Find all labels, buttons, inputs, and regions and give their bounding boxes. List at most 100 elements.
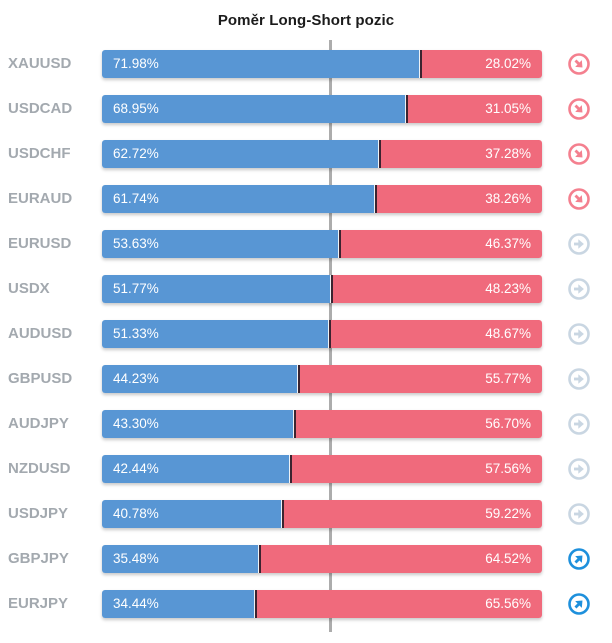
segment-gap: [292, 409, 294, 438]
long-short-bar: 40.78% 59.22%: [102, 499, 542, 528]
pair-label: EURAUD: [8, 190, 73, 207]
segment-gap: [327, 319, 329, 348]
long-segment: 40.78%: [102, 499, 282, 528]
pair-row: NZDUSD 42.44% 57.56%: [0, 446, 612, 491]
short-segment: 48.67%: [330, 319, 542, 348]
segment-divider: [338, 229, 341, 258]
long-value: 34.44%: [113, 596, 159, 611]
pair-label: AUDJPY: [8, 415, 69, 432]
long-value: 51.33%: [113, 326, 159, 341]
segment-gap: [405, 94, 407, 123]
long-short-bar: 35.48% 64.52%: [102, 544, 542, 573]
long-value: 44.23%: [113, 371, 159, 386]
pair-row: XAUUSD 71.98% 28.02%: [0, 41, 612, 86]
pair-row: EURJPY 34.44% 65.56%: [0, 581, 612, 626]
short-value: 57.56%: [485, 461, 531, 476]
short-segment: 64.52%: [261, 544, 542, 573]
segment-gap: [288, 454, 290, 483]
long-segment: 35.48%: [102, 544, 259, 573]
segment-divider: [254, 589, 257, 618]
pair-label: AUDUSD: [8, 325, 73, 342]
long-segment: 44.23%: [102, 364, 297, 393]
trend-arrow: [574, 103, 583, 112]
segment-divider: [330, 274, 333, 303]
long-segment: 42.44%: [102, 454, 289, 483]
short-segment: 37.28%: [380, 139, 542, 168]
pair-label: EURUSD: [8, 235, 72, 252]
long-short-bar: 42.44% 57.56%: [102, 454, 542, 483]
trend-up-icon: [567, 592, 591, 616]
long-segment: 51.77%: [102, 274, 330, 303]
long-segment: 43.30%: [102, 409, 293, 438]
trend-arrow: [574, 373, 584, 384]
long-value: 35.48%: [113, 551, 159, 566]
short-segment: 65.56%: [256, 589, 542, 618]
short-segment: 28.02%: [421, 49, 542, 78]
pair-label: NZDUSD: [8, 460, 71, 477]
pair-row: USDCAD 68.95% 31.05%: [0, 86, 612, 131]
segment-divider: [374, 184, 377, 213]
pair-row: GBPUSD 44.23% 55.77%: [0, 356, 612, 401]
long-short-bar: 68.95% 31.05%: [102, 94, 542, 123]
segment-divider: [289, 454, 292, 483]
long-segment: 34.44%: [102, 589, 254, 618]
long-value: 43.30%: [113, 416, 159, 431]
pair-label: USDJPY: [8, 505, 69, 522]
pair-label: GBPJPY: [8, 550, 69, 567]
short-value: 48.67%: [485, 326, 531, 341]
short-segment: 55.77%: [299, 364, 542, 393]
short-value: 31.05%: [485, 101, 531, 116]
long-value: 40.78%: [113, 506, 159, 521]
segment-gap: [253, 589, 255, 618]
short-value: 56.70%: [485, 416, 531, 431]
short-segment: 38.26%: [376, 184, 542, 213]
trend-arrow: [574, 328, 584, 339]
pair-row: AUDUSD 51.33% 48.67%: [0, 311, 612, 356]
short-value: 46.37%: [485, 236, 531, 251]
trend-flat-icon: [567, 367, 591, 391]
trend-arrow: [574, 600, 583, 609]
short-value: 28.02%: [485, 56, 531, 71]
short-segment: 46.37%: [340, 229, 542, 258]
long-short-bar: 71.98% 28.02%: [102, 49, 542, 78]
trend-arrow: [574, 193, 583, 202]
short-value: 37.28%: [485, 146, 531, 161]
trend-arrow: [574, 283, 584, 294]
long-value: 51.77%: [113, 281, 159, 296]
trend-arrow: [574, 508, 584, 519]
long-short-bar: 51.77% 48.23%: [102, 274, 542, 303]
trend-arrow: [574, 238, 584, 249]
long-short-bar: 44.23% 55.77%: [102, 364, 542, 393]
long-short-bar: 61.74% 38.26%: [102, 184, 542, 213]
segment-divider: [406, 94, 409, 123]
long-short-bar: 53.63% 46.37%: [102, 229, 542, 258]
trend-down-icon: [567, 187, 591, 211]
segment-gap: [329, 274, 331, 303]
pair-row: EURAUD 61.74% 38.26%: [0, 176, 612, 221]
long-value: 53.63%: [113, 236, 159, 251]
pair-row: USDX 51.77% 48.23%: [0, 266, 612, 311]
short-segment: 56.70%: [295, 409, 542, 438]
long-segment: 51.33%: [102, 319, 328, 348]
pair-row: AUDJPY 43.30% 56.70%: [0, 401, 612, 446]
chart-title: Poměr Long-Short pozic: [217, 12, 395, 29]
segment-divider: [282, 499, 285, 528]
pair-label: GBPUSD: [8, 370, 73, 387]
short-value: 38.26%: [485, 191, 531, 206]
short-value: 48.23%: [485, 281, 531, 296]
long-segment: 68.95%: [102, 94, 406, 123]
long-segment: 53.63%: [102, 229, 338, 258]
segment-gap: [258, 544, 260, 573]
long-short-bar-list: XAUUSD 71.98% 28.02% USDCAD: [0, 41, 612, 626]
long-value: 42.44%: [113, 461, 159, 476]
short-value: 55.77%: [485, 371, 531, 386]
pair-row: USDCHF 62.72% 37.28%: [0, 131, 612, 176]
short-segment: 57.56%: [291, 454, 542, 483]
trend-flat-icon: [567, 412, 591, 436]
pair-label: XAUUSD: [8, 55, 72, 72]
segment-divider: [419, 49, 422, 78]
trend-arrow: [574, 418, 584, 429]
trend-arrow: [574, 58, 583, 67]
pair-label: USDCAD: [8, 100, 73, 117]
trend-flat-icon: [567, 457, 591, 481]
